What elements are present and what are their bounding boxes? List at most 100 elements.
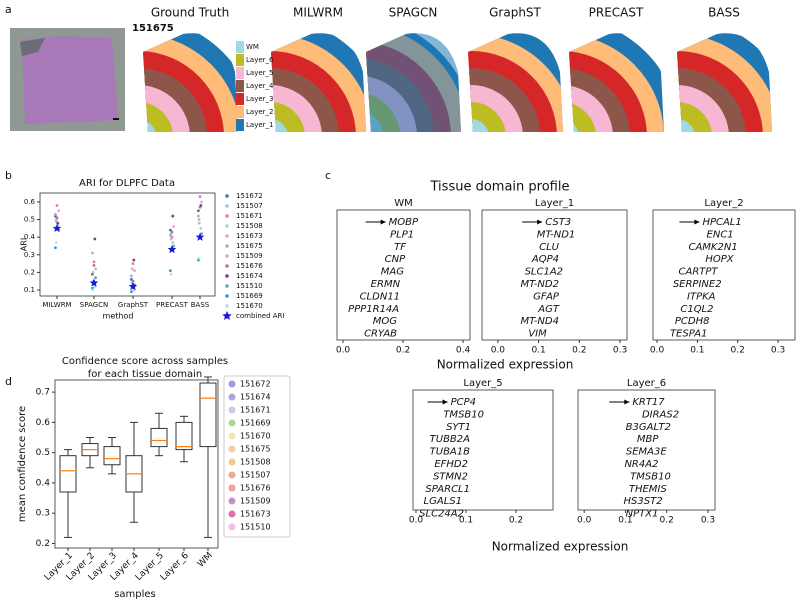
panel-label: c — [325, 169, 331, 182]
dot — [199, 204, 203, 207]
gene-label: B3GALT2 — [626, 422, 671, 433]
panel-title: Layer_6 — [627, 378, 666, 389]
gene-label: VIM — [528, 329, 547, 340]
legend-marker — [225, 234, 229, 238]
legend-marker — [225, 244, 229, 248]
y-tick-label: 0.7 — [36, 388, 50, 398]
domain-band — [366, 33, 461, 132]
x-tick-label: 0.3 — [613, 346, 627, 356]
gene-label: TMSB10 — [443, 409, 484, 420]
dot — [198, 195, 202, 199]
legend-label: 151676 — [236, 262, 263, 270]
domain-band — [468, 102, 506, 133]
gene-label: PLP1 — [390, 229, 414, 240]
x-tick-label: 0.4 — [456, 346, 471, 356]
gene-label: KRT17 — [632, 397, 665, 408]
sample-id: 151675 — [132, 23, 174, 34]
gene-label: TUBB2A — [430, 434, 471, 445]
domain-band — [677, 119, 695, 133]
y-tick-label: 0.1 — [24, 286, 35, 294]
x-axis-label: method — [103, 312, 134, 321]
gene-label: MT-ND4 — [521, 316, 559, 327]
dot — [130, 267, 134, 271]
dot — [170, 230, 174, 234]
dot — [131, 279, 135, 283]
panel-frame — [652, 209, 796, 341]
legend-label: 151508 — [236, 222, 263, 230]
legend-swatch — [236, 106, 244, 118]
domain-band — [569, 102, 596, 133]
method-title: PRECAST — [589, 6, 644, 20]
chart-title: Confidence score across samples — [62, 356, 228, 367]
domain-band — [143, 119, 156, 133]
gene-label: ENC1 — [707, 229, 734, 240]
box — [199, 382, 217, 448]
gene-label: HPCAL1 — [702, 217, 741, 228]
gene-label: MBP — [637, 434, 659, 445]
dot — [197, 209, 200, 213]
x-tick-label: 0.0 — [336, 346, 351, 356]
star-marker — [128, 281, 138, 291]
chart-title: ARI for DLPFC Data — [79, 178, 175, 189]
legend-swatch — [236, 54, 244, 66]
dot — [197, 221, 201, 225]
legend-swatch — [236, 119, 244, 131]
domain-band — [271, 85, 322, 133]
panel-label: d — [5, 375, 12, 388]
legend-marker — [225, 214, 229, 218]
spatial-plot — [468, 33, 563, 133]
legend-label: 151509 — [236, 252, 263, 260]
gene-label: CRYAB — [364, 329, 397, 340]
arrow-head — [442, 399, 448, 405]
legend-label: 151669 — [236, 292, 263, 300]
legend-marker — [225, 274, 229, 278]
legend-marker — [225, 264, 229, 268]
x-tick-label: 0.1 — [531, 346, 545, 356]
domain-band — [569, 85, 613, 133]
gene-label: MT-ND1 — [537, 229, 575, 240]
spatial-plot — [677, 33, 772, 133]
gene-label: THEMIS — [629, 484, 668, 495]
gene-label: SERPINE2 — [673, 279, 722, 290]
legend-frame — [223, 375, 291, 538]
arrow-head — [694, 219, 700, 225]
domain-band — [468, 85, 523, 133]
legend-label: 151676 — [240, 484, 271, 493]
legend-marker — [228, 497, 236, 505]
legend-label: 151673 — [236, 232, 263, 240]
legend-label: Layer_6 — [246, 56, 274, 64]
x-tick-label: 0.3 — [771, 346, 785, 356]
dot — [200, 232, 204, 236]
dot — [91, 271, 95, 274]
y-tick-label: 0.3 — [24, 251, 35, 259]
x-axis-label: samples — [114, 589, 156, 600]
x-tick-label: MILWRM — [42, 301, 71, 309]
legend-marker — [228, 419, 236, 427]
gene-label: EFHD2 — [434, 459, 468, 470]
domain-band — [271, 102, 305, 133]
legend-label: 151672 — [236, 192, 263, 200]
dot — [169, 234, 172, 237]
dot — [54, 212, 57, 216]
gene-label: NPTX1 — [626, 509, 659, 520]
gene-label: STMN2 — [433, 471, 468, 482]
dot — [171, 214, 175, 218]
box — [103, 446, 121, 466]
legend-label: 151674 — [240, 393, 271, 402]
legend-label: 151675 — [236, 242, 263, 250]
x-tick-label: 0.2 — [731, 346, 745, 356]
dot — [94, 267, 97, 271]
gene-label: CARTPT — [679, 267, 719, 278]
gene-label: MAG — [381, 267, 404, 278]
star-marker — [195, 232, 205, 241]
legend-label: 151671 — [240, 406, 271, 415]
y-tick-label: 0.5 — [24, 216, 35, 224]
dot — [172, 225, 176, 229]
domain-band — [468, 119, 489, 133]
legend-marker — [225, 254, 229, 258]
dot — [197, 214, 200, 218]
gene-label: AQP4 — [531, 254, 559, 265]
legend-label: 151672 — [240, 380, 271, 389]
legend-marker — [225, 224, 229, 228]
legend-swatch — [236, 67, 244, 79]
